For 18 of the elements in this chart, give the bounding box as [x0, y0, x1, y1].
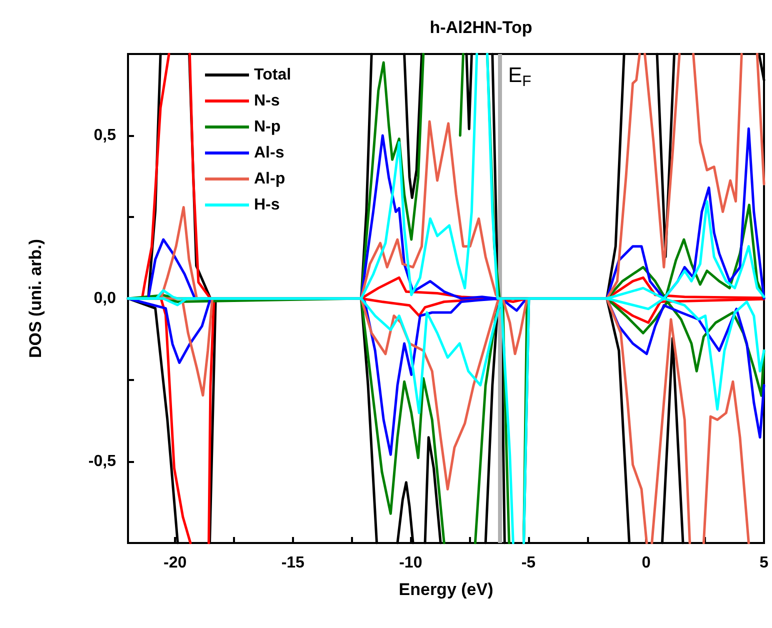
legend-label: N-p — [254, 118, 281, 136]
x-tick-label: 0 — [642, 554, 651, 572]
legend-label: N-s — [254, 92, 280, 110]
chart-title: h-Al2HN-Top — [430, 18, 532, 37]
x-tick-label: -10 — [399, 554, 422, 572]
x-tick-label: -5 — [521, 554, 536, 572]
legend-label: Al-p — [254, 170, 286, 188]
y-tick-label: -0,5 — [88, 453, 116, 470]
legend-label: H-s — [254, 196, 280, 214]
x-tick-label: 5 — [760, 554, 769, 572]
y-tick-label: 0,5 — [94, 127, 116, 144]
x-tick-label: -20 — [164, 554, 187, 572]
legend-label: Al-s — [254, 144, 284, 162]
x-tick-label: -15 — [281, 554, 305, 572]
y-tick-label: 0,0 — [94, 290, 116, 307]
legend-label: Total — [254, 66, 292, 84]
x-axis-title: Energy (eV) — [398, 580, 494, 599]
y-axis-title: DOS (uni. arb.) — [26, 239, 45, 358]
